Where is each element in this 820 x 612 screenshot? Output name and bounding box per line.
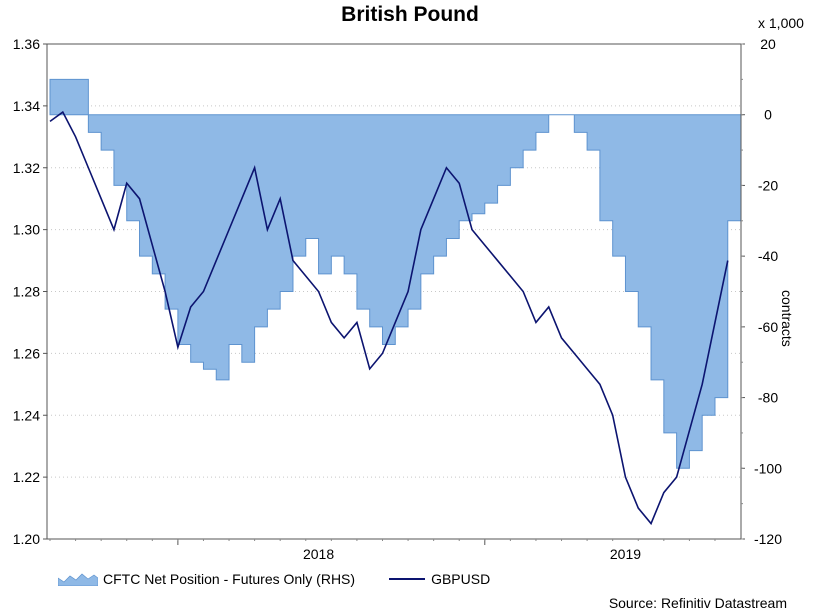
- gbpusd-line: [49, 110, 729, 526]
- x-tick-label: 2018: [303, 546, 334, 562]
- left-tick-label: 1.32: [13, 160, 40, 176]
- left-tick-label: 1.30: [13, 222, 40, 238]
- right-tick-label: 20: [760, 36, 776, 52]
- x-tick-label: 2019: [610, 546, 641, 562]
- right-tick-label: -40: [758, 248, 778, 264]
- x-axis-ticks: 2018 2019: [49, 539, 716, 562]
- left-tick-label: 1.26: [13, 345, 40, 361]
- legend-label-cftc: CFTC Net Position - Futures Only (RHS): [103, 571, 356, 587]
- right-axis-units: x 1,000: [758, 15, 804, 31]
- left-tick-label: 1.36: [13, 36, 40, 52]
- left-tick-label: 1.22: [13, 469, 40, 485]
- right-tick-label: -80: [758, 390, 778, 406]
- right-axis-label: contracts: [779, 290, 795, 347]
- right-tick-label: -100: [754, 460, 782, 476]
- chart-title: British Pound: [341, 3, 479, 26]
- legend-label-gbpusd: GBPUSD: [431, 571, 491, 587]
- cftc-area: [49, 78, 742, 469]
- cftc-area-layer: [49, 78, 742, 469]
- source-note: Source: Refinitiv Datastream: [608, 595, 787, 611]
- left-tick-label: 1.28: [13, 284, 40, 300]
- gbpusd-line-layer: [49, 110, 729, 526]
- right-tick-label: 0: [764, 107, 772, 123]
- right-tick-label: -20: [758, 177, 778, 193]
- left-tick-label: 1.34: [13, 98, 40, 114]
- legend-line-swatch: [389, 578, 426, 580]
- right-tick-label: -120: [754, 531, 782, 547]
- left-axis-ticks: 1.20 1.22 1.24 1.26 1.28 1.30 1.32 1.34 1.36: [13, 36, 47, 547]
- right-axis-ticks: -120 -100 -80 -60 -40 -20 0 20: [741, 36, 782, 547]
- left-tick-label: 1.24: [13, 407, 40, 423]
- left-tick-label: 1.20: [13, 531, 40, 547]
- right-tick-label: -60: [758, 319, 778, 335]
- legend-area-swatch: [58, 573, 98, 586]
- legend: CFTC Net Position - Futures Only (RHS) G…: [58, 571, 490, 587]
